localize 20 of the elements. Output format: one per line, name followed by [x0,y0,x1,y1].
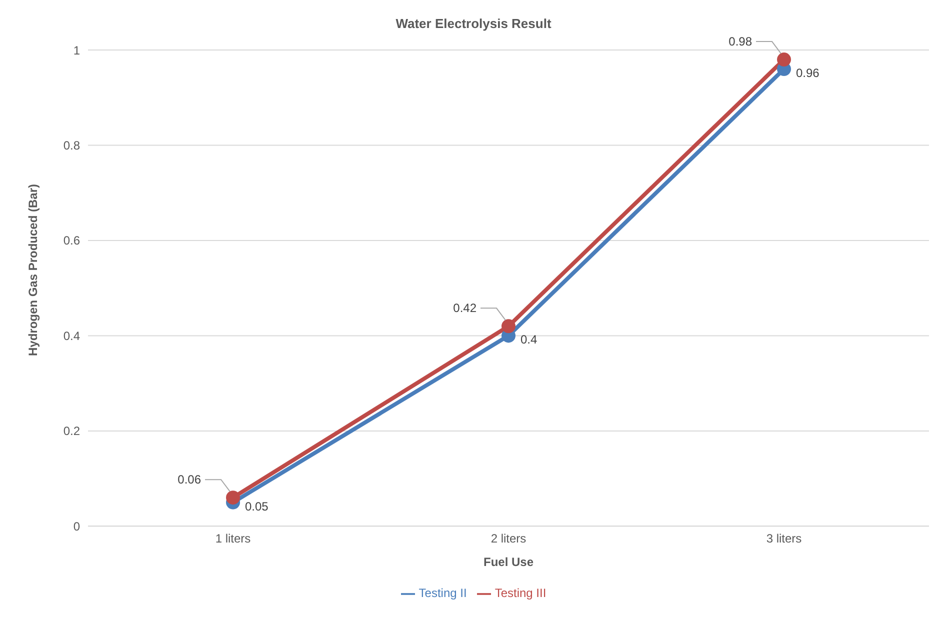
data-label: 0.4 [520,332,538,347]
x-axis-title: Fuel Use [483,555,534,570]
y-tick-label: 0.2 [63,424,80,438]
legend-label: Testing III [494,586,546,600]
y-tick-label: 0.8 [63,138,80,152]
data-label: 0.06 [178,472,202,487]
chart-title: Water Electrolysis Result [394,16,552,31]
data-label: 0.98 [728,34,752,49]
y-tick-label: 0 [73,519,80,534]
data-label: 0.05 [245,499,269,514]
y-tick-label: 0.6 [63,234,80,248]
y-axis-title: Hydrogen Gas Produced (Bar) [26,182,40,358]
x-tick-label: 1 liters [215,532,251,546]
y-tick-label: 1 [73,43,80,58]
data-label: 0.96 [796,66,820,80]
y-tick-label: 0.4 [63,328,80,343]
legend-label: Testing II [418,586,467,600]
x-tick-label: 3 liters [766,532,802,546]
data-label: 0.42 [453,301,477,316]
x-tick-label: 2 liters [490,532,526,546]
